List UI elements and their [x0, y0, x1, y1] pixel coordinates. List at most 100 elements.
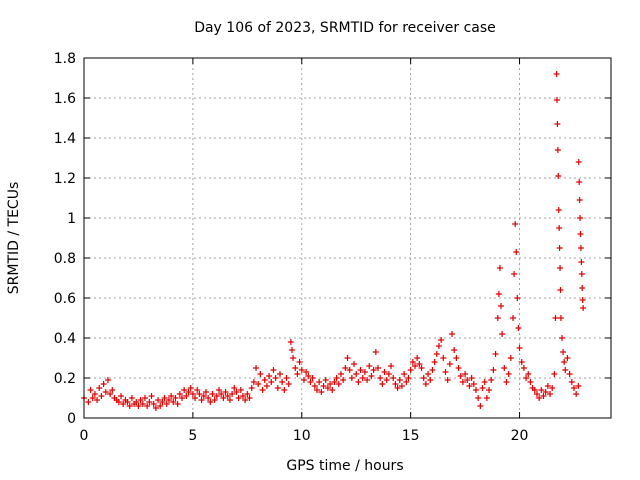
data-point	[259, 387, 266, 393]
data-point	[233, 389, 240, 395]
data-point	[390, 375, 397, 381]
data-point	[420, 375, 427, 381]
data-point	[118, 393, 125, 399]
data-point	[562, 367, 569, 373]
data-point	[366, 363, 373, 369]
data-point	[85, 399, 92, 405]
data-point	[507, 355, 514, 361]
data-point	[107, 391, 114, 397]
data-point	[359, 375, 366, 381]
data-point	[237, 387, 244, 393]
data-point	[405, 375, 412, 381]
data-point	[511, 271, 518, 277]
data-point	[91, 391, 98, 397]
y-tick-label: 0.8	[54, 251, 76, 267]
data-point	[348, 375, 355, 381]
x-axis-label: GPS time / hours	[286, 458, 403, 474]
data-point	[307, 379, 314, 385]
data-point	[335, 381, 342, 387]
data-point	[124, 399, 131, 405]
data-point	[351, 361, 358, 367]
data-point	[442, 369, 449, 375]
grid	[84, 58, 611, 418]
data-point	[246, 395, 253, 401]
data-point	[152, 405, 159, 411]
data-point	[324, 385, 331, 391]
data-point	[553, 71, 560, 77]
data-point	[353, 371, 360, 377]
data-point	[311, 383, 318, 389]
data-point	[211, 397, 218, 403]
data-point	[580, 305, 587, 311]
data-point	[283, 375, 290, 381]
data-point	[146, 399, 153, 405]
y-tick-label: 1.4	[54, 131, 76, 147]
data-point	[87, 387, 94, 393]
data-point	[120, 401, 127, 407]
data-point	[115, 399, 122, 405]
data-point	[309, 375, 316, 381]
data-point	[536, 395, 543, 401]
data-point	[464, 377, 471, 383]
data-point	[440, 355, 447, 361]
data-point	[407, 367, 414, 373]
data-point	[185, 389, 192, 395]
data-point	[300, 377, 307, 383]
data-point	[557, 265, 564, 271]
data-point	[554, 147, 561, 153]
data-point	[433, 351, 440, 357]
data-point	[429, 367, 436, 373]
data-point	[379, 381, 386, 387]
data-point	[564, 355, 571, 361]
data-point	[577, 215, 584, 221]
data-point	[398, 383, 405, 389]
data-point	[561, 359, 568, 365]
data-point	[253, 365, 260, 371]
data-point	[503, 379, 510, 385]
data-point	[453, 355, 460, 361]
data-point	[492, 351, 499, 357]
data-point	[157, 403, 164, 409]
data-point	[187, 385, 194, 391]
data-point	[181, 387, 188, 393]
data-point	[554, 121, 561, 127]
data-point	[198, 397, 205, 403]
data-point	[94, 397, 101, 403]
data-point	[196, 391, 203, 397]
data-point	[128, 395, 135, 401]
data-point	[368, 373, 375, 379]
y-tick-label: 1	[67, 211, 76, 227]
data-point	[425, 371, 432, 377]
data-point	[555, 173, 562, 179]
data-point	[409, 359, 416, 365]
x-tick-label: 0	[80, 428, 89, 444]
data-point	[412, 363, 419, 369]
data-point	[235, 395, 242, 401]
data-point	[466, 383, 473, 389]
x-tick-label: 15	[402, 428, 420, 444]
data-point	[544, 383, 551, 389]
data-point	[578, 271, 585, 277]
axis-ticks: 0 0.2 0.4 0.6 0.8 1 1.2 1.4 1.6 1.8 0 5 10 15 20	[54, 51, 611, 444]
data-point	[576, 179, 583, 185]
data-point	[523, 375, 530, 381]
data-point	[459, 379, 466, 385]
data-point	[552, 315, 559, 321]
data-point	[557, 315, 564, 321]
data-point	[139, 401, 146, 407]
data-point	[364, 377, 371, 383]
data-point	[403, 379, 410, 385]
data-point	[222, 389, 229, 395]
y-axis-label: SRMTID / TECUs	[6, 182, 22, 295]
data-point	[346, 367, 353, 373]
data-point	[361, 369, 368, 375]
data-point	[579, 297, 586, 303]
data-point	[516, 345, 523, 351]
data-point	[486, 387, 493, 393]
data-point	[355, 379, 362, 385]
data-point	[538, 387, 545, 393]
data-point	[560, 349, 567, 355]
x-tick-label: 20	[511, 428, 529, 444]
data-point	[148, 393, 155, 399]
